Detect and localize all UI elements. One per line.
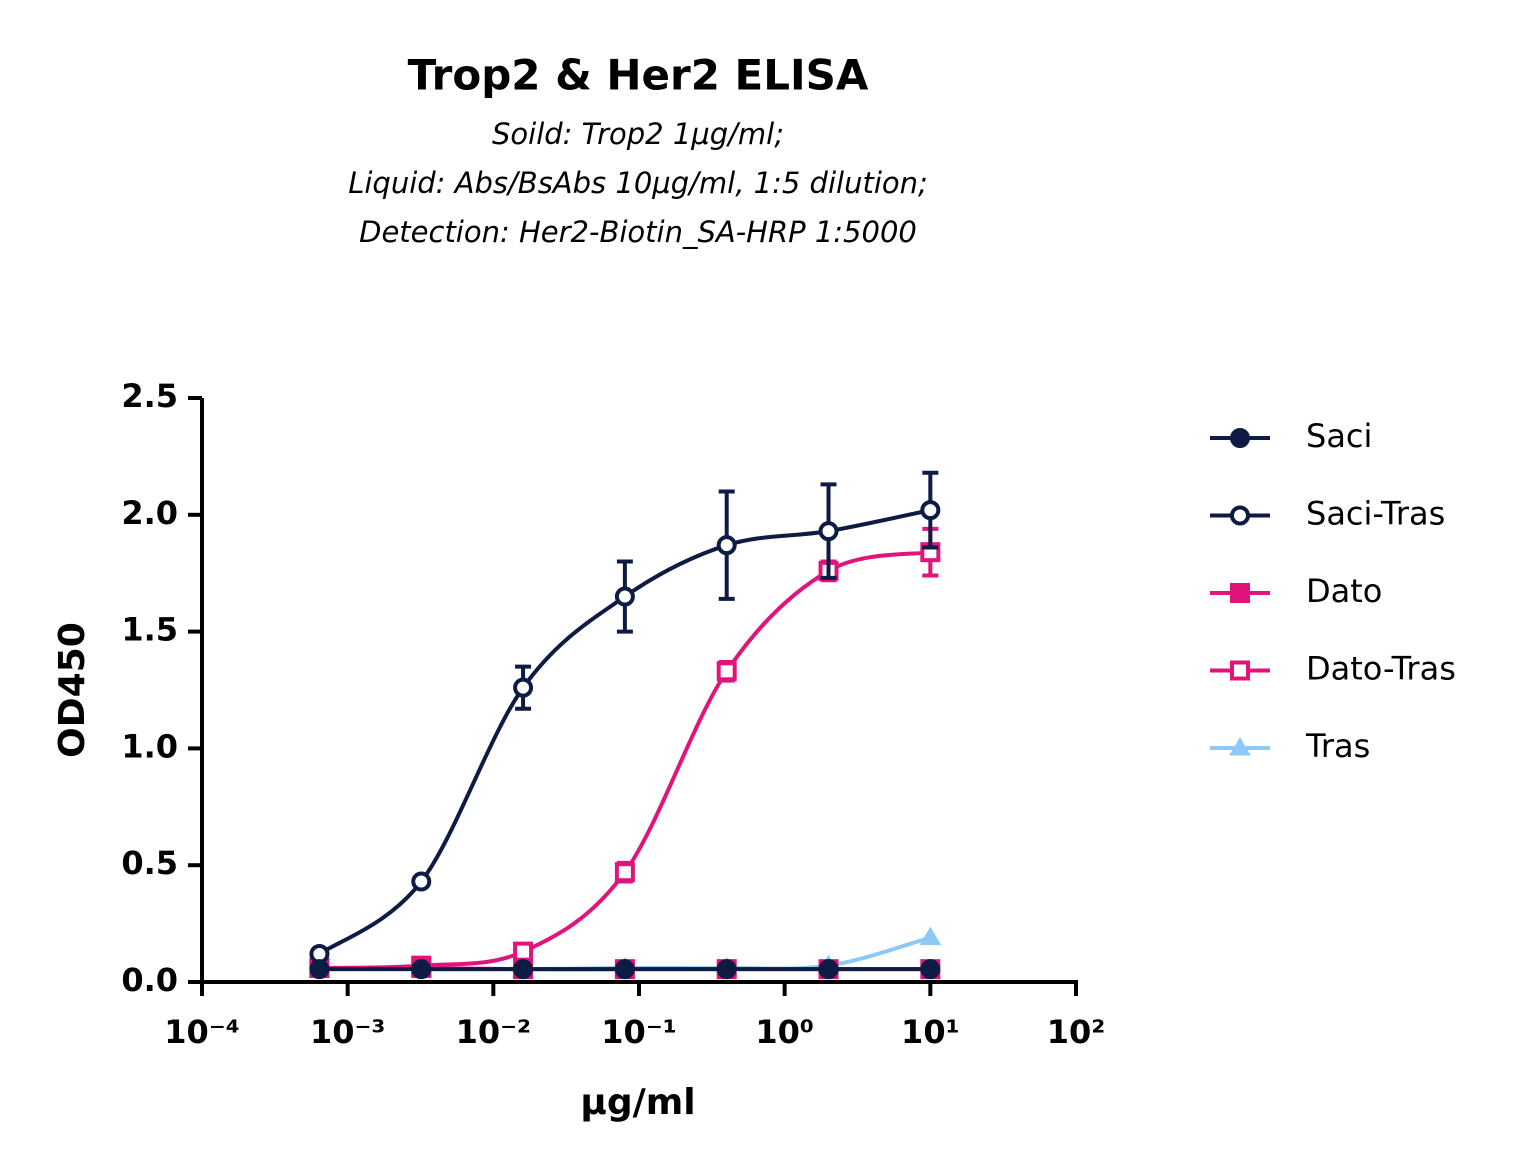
y-tick-label: 1.0 — [121, 727, 178, 765]
marker — [309, 959, 330, 980]
marker — [920, 500, 941, 521]
chart-subtitle: Detection: Her2-Biotin_SA-HRP 1:5000 — [359, 215, 917, 249]
legend-marker — [1230, 428, 1250, 448]
legend-label: Dato-Tras — [1306, 650, 1456, 688]
marker — [716, 959, 737, 980]
marker — [614, 862, 635, 883]
x-tick-label: 10² — [1047, 1013, 1106, 1051]
legend-marker — [1229, 737, 1251, 756]
marker — [513, 959, 534, 980]
marker — [716, 661, 737, 682]
x-tick-label: 10⁻² — [456, 1013, 531, 1051]
legend-marker — [1230, 660, 1250, 681]
marker — [411, 959, 432, 980]
legend-label: Saci — [1306, 417, 1372, 455]
marker — [411, 871, 432, 892]
marker — [818, 959, 839, 980]
chart-subtitle: Soild: Trop2 1μg/ml; — [492, 117, 784, 151]
x-tick-label: 10⁻³ — [310, 1013, 385, 1051]
x-tick-label: 10⁻⁴ — [164, 1013, 239, 1051]
legend-marker — [1230, 583, 1250, 603]
y-tick-label: 2.5 — [121, 377, 178, 415]
legend-marker — [1230, 505, 1250, 526]
x-tick-label: 10⁻¹ — [601, 1013, 676, 1051]
y-tick-label: 1.5 — [121, 611, 178, 649]
marker — [614, 959, 635, 980]
legend-label: Tras — [1305, 727, 1370, 765]
x-axis-label: μg/ml — [580, 1082, 695, 1123]
marker — [513, 941, 534, 962]
legend-label: Dato — [1306, 572, 1382, 610]
legend-label: Saci-Tras — [1306, 495, 1445, 533]
marker — [919, 926, 942, 946]
x-tick-label: 10⁰ — [755, 1013, 814, 1051]
marker — [614, 586, 635, 607]
y-tick-label: 0.0 — [121, 961, 178, 999]
y-axis-label: OD450 — [52, 622, 93, 758]
marker — [818, 521, 839, 542]
x-tick-label: 10¹ — [901, 1013, 960, 1051]
chart-subtitle: Liquid: Abs/BsAbs 10μg/ml, 1:5 dilution; — [348, 166, 928, 200]
chart-title: Trop2 & Her2 ELISA — [408, 51, 869, 100]
marker — [920, 959, 941, 980]
y-tick-label: 2.0 — [121, 494, 178, 532]
marker — [513, 677, 534, 698]
marker — [716, 535, 737, 556]
y-tick-label: 0.5 — [121, 844, 178, 882]
